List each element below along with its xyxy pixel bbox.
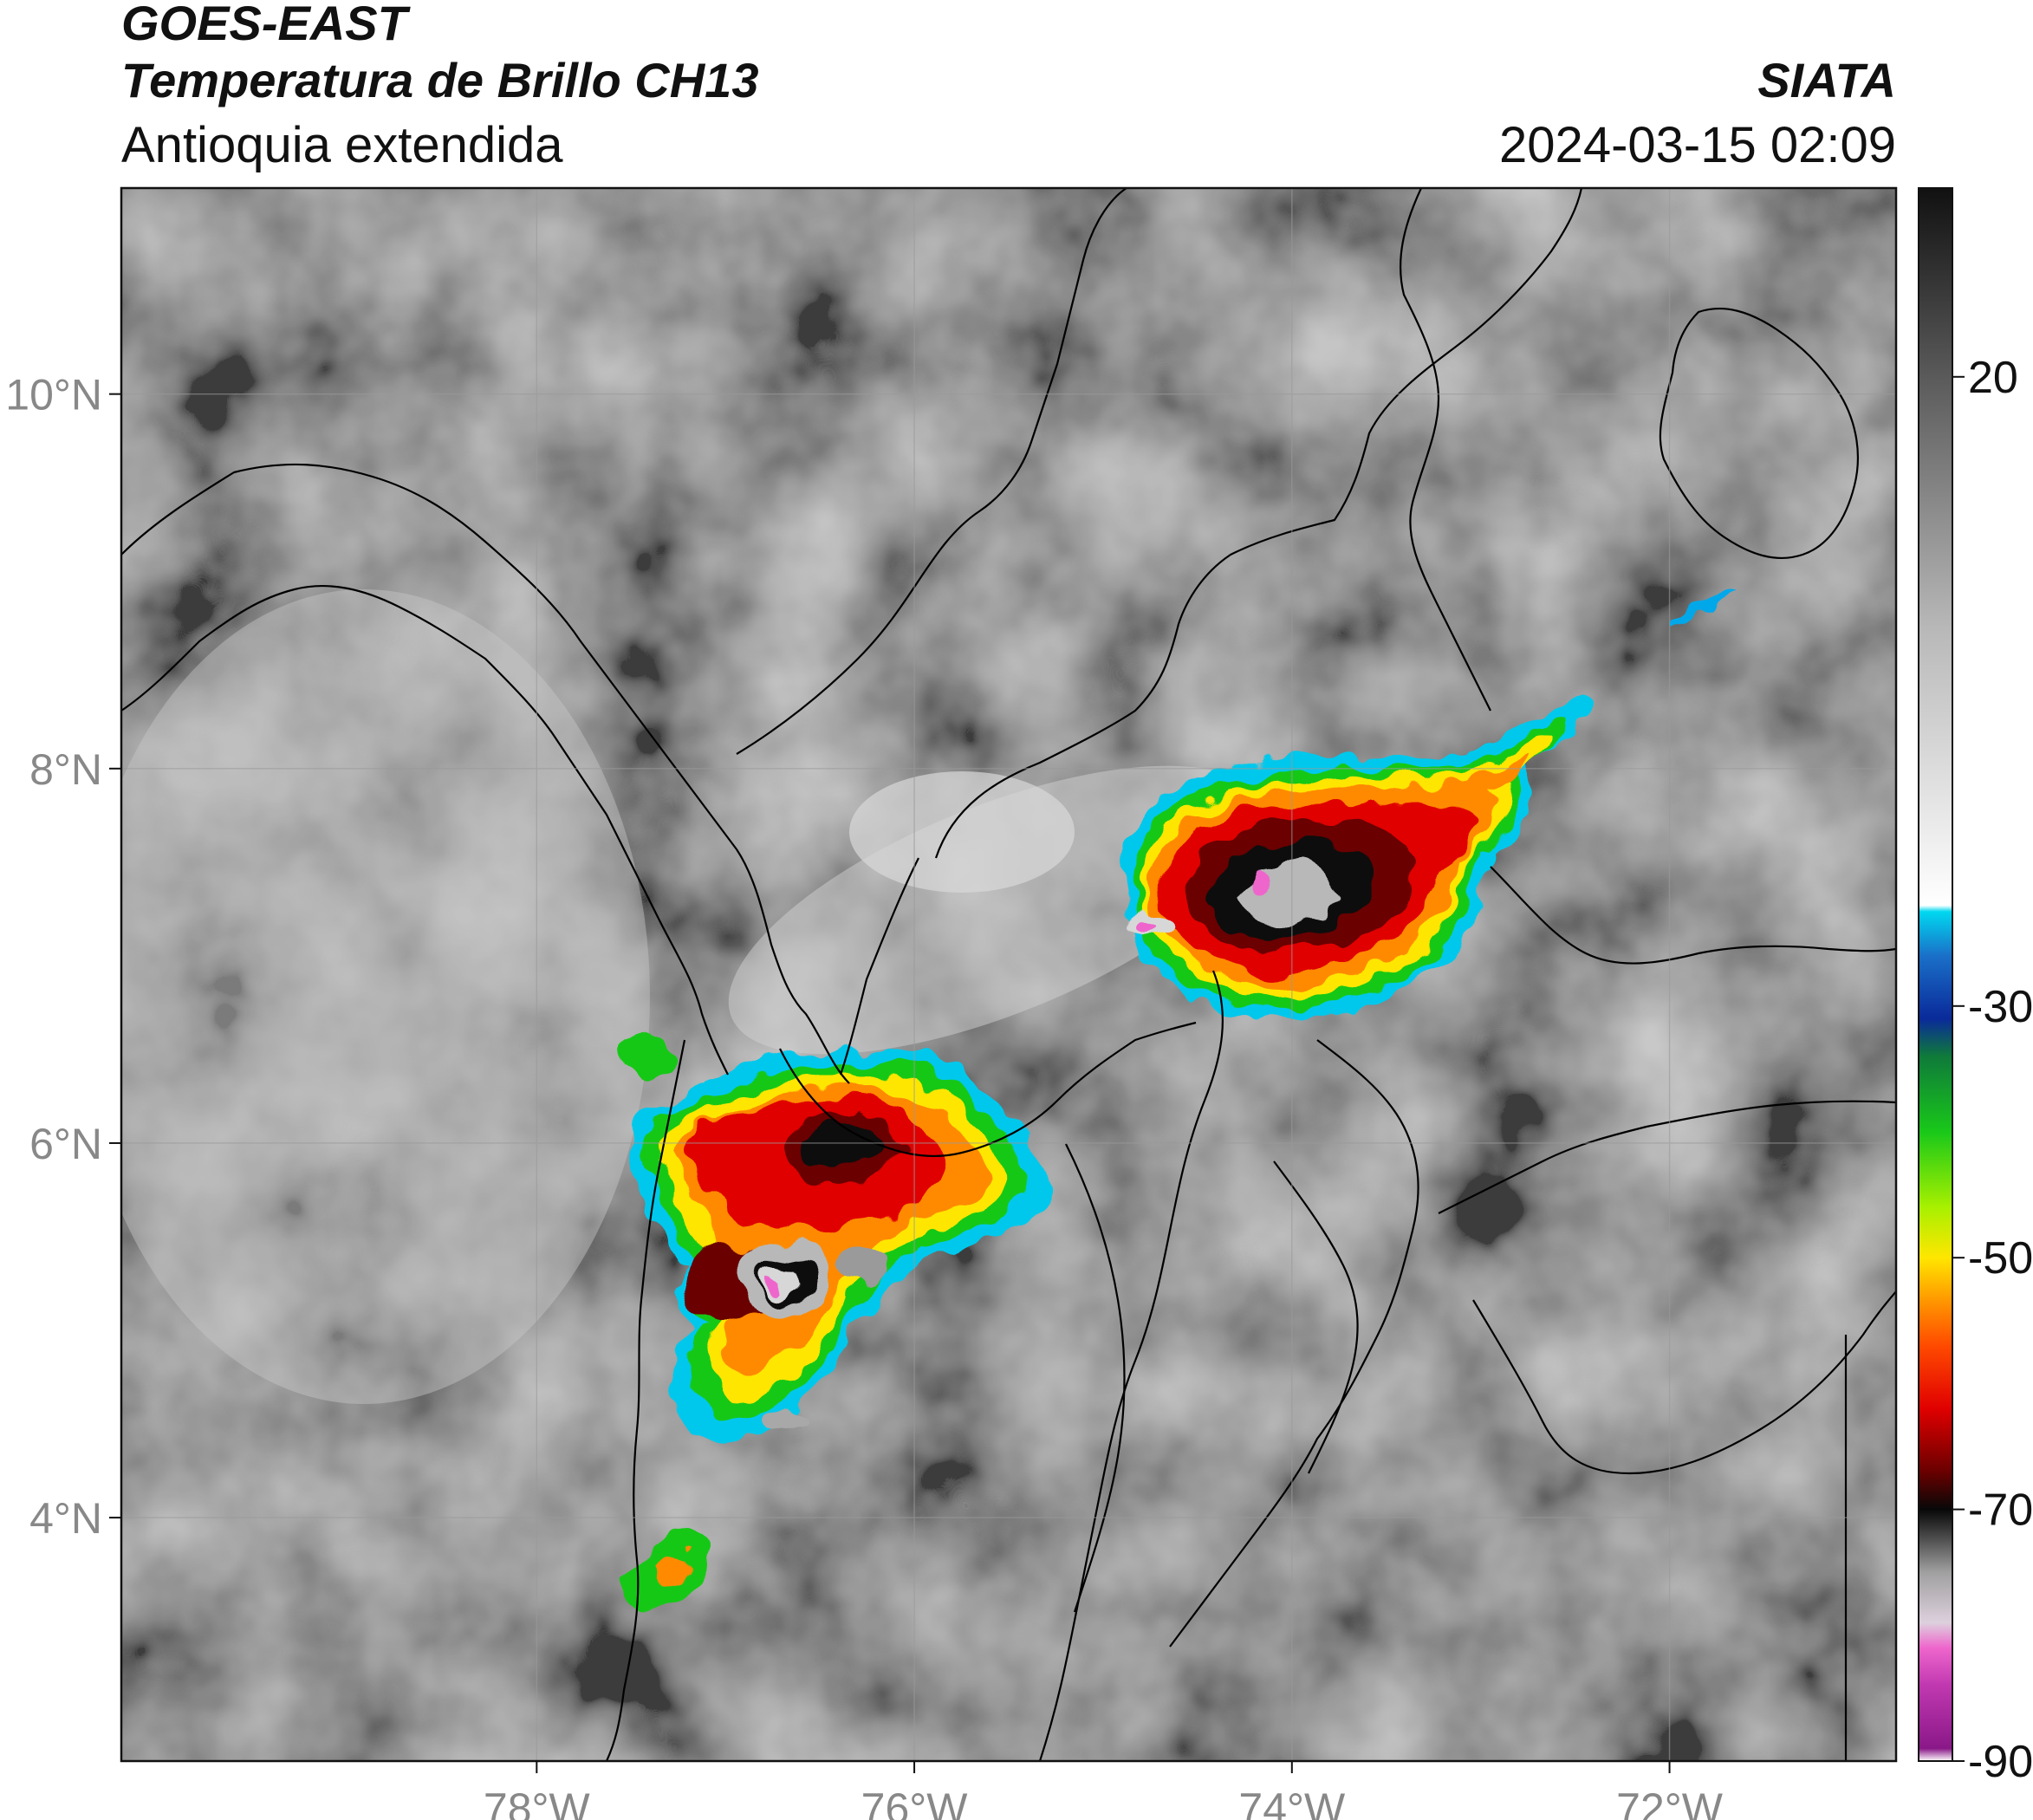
organization-label: SIATA <box>1757 53 1896 107</box>
y-tick-label: 4°N <box>29 1494 102 1543</box>
dept-boundary-boyaca <box>1273 1160 1359 1474</box>
storm-cell-west <box>631 1048 1054 1444</box>
x-tick-label: 74°W <box>1238 1784 1346 1820</box>
dept-boundary-meta <box>1472 1290 1896 1475</box>
product-title: Temperatura de Brillo CH13 <box>121 53 759 107</box>
storm-cell-small <box>623 588 1737 1608</box>
y-tick-label: 6°N <box>29 1120 102 1168</box>
x-tick-label: 72°W <box>1616 1784 1724 1820</box>
dept-boundary-mid <box>736 188 1127 755</box>
cloud-mass-west <box>121 589 650 1404</box>
map-frame <box>120 186 1898 1763</box>
dept-boundary-east <box>1169 1039 1419 1648</box>
satellite-name: GOES-EAST <box>121 0 407 50</box>
colorbar-ticks: 20 -30 -50 -70 -90 <box>1952 353 2033 1787</box>
colorbar-tick-label: -90 <box>1968 1737 2033 1787</box>
region-subtitle: Antioquia extendida <box>121 117 563 173</box>
coastline-colombia-pacific <box>605 1039 686 1761</box>
coastline-pacific <box>121 584 729 1076</box>
dept-boundary-antioquia <box>779 1021 1197 1158</box>
border-guajira <box>1399 188 1491 712</box>
storm-cell-east <box>1121 700 1594 1018</box>
x-axis: 78°W 76°W 74°W 72°W <box>484 1761 1724 1820</box>
colorbar-tick-label: -70 <box>1968 1485 2033 1536</box>
colorbar-tick-label: -30 <box>1968 982 2033 1032</box>
timestamp-label: 2024-03-15 02:09 <box>1499 117 1896 173</box>
coastline-isthmus <box>121 463 850 1084</box>
dept-boundary-north <box>934 188 1583 859</box>
x-tick-label: 78°W <box>484 1784 591 1820</box>
colorbar-tick-label: 20 <box>1968 353 2018 403</box>
boundaries <box>121 188 1896 1761</box>
dept-boundary-south <box>1038 970 1224 1761</box>
colorbar-tick-label: -50 <box>1968 1233 2033 1284</box>
border-venezuela <box>1490 866 1896 965</box>
dept-boundary-llanos <box>1438 1100 1896 1214</box>
y-axis: 10°N 8°N 6°N 4°N <box>5 371 121 1543</box>
cloud-patch <box>849 771 1075 893</box>
dept-boundary-central <box>1065 1143 1126 1613</box>
graticule <box>121 188 1896 1761</box>
y-tick-label: 8°N <box>29 745 102 794</box>
lake-maracaibo <box>1659 308 1860 559</box>
x-tick-label: 76°W <box>861 1784 969 1820</box>
y-tick-label: 10°N <box>5 371 102 419</box>
dept-boundary-choco <box>839 857 919 1076</box>
colorbar <box>1918 187 1953 1762</box>
